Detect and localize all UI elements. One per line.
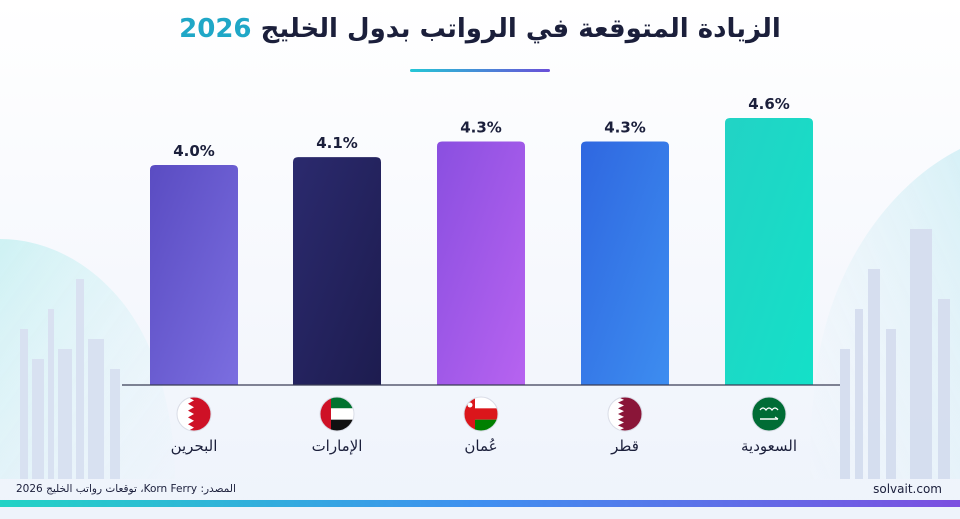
saudi-flag-icon (751, 396, 787, 432)
category-label-1: الإمارات (312, 437, 363, 455)
bar-value-label-1: 4.1% (316, 134, 358, 152)
bar-1 (293, 157, 381, 385)
qatar-flag-icon (607, 396, 643, 432)
bahrain-flag-icon (176, 396, 212, 432)
oman-flag-icon (463, 396, 499, 432)
bar-value-label-3: 4.3% (604, 119, 646, 137)
skyline-right-decoration (810, 149, 960, 479)
category-label-0: البحرين (171, 437, 218, 455)
chart-title: الزيادة المتوقعة في الرواتب بدول الخليج … (0, 14, 960, 44)
bar-value-label-4: 4.6% (748, 95, 790, 113)
site-link[interactable]: solvait.com (873, 482, 942, 496)
skyline-left-decoration (0, 239, 175, 479)
title-underline (410, 69, 550, 72)
bar-2 (437, 141, 525, 385)
bar-value-label-0: 4.0% (173, 142, 215, 160)
uae-flag-icon (319, 396, 355, 432)
title-year: 2026 (179, 14, 252, 44)
bar-4 (725, 118, 813, 385)
bar-3 (581, 141, 669, 385)
bar-0 (150, 165, 238, 385)
category-label-4: السعودية (741, 437, 797, 455)
bar-value-label-2: 4.3% (460, 119, 502, 137)
category-label-2: عُمان (464, 437, 497, 455)
category-label-3: قطر (610, 437, 639, 455)
title-main: الزيادة المتوقعة في الرواتب بدول الخليج (260, 14, 781, 44)
source-note: المصدر: Korn Ferry، توقعات رواتب الخليج … (16, 483, 236, 495)
bottom-accent-band (0, 500, 960, 507)
